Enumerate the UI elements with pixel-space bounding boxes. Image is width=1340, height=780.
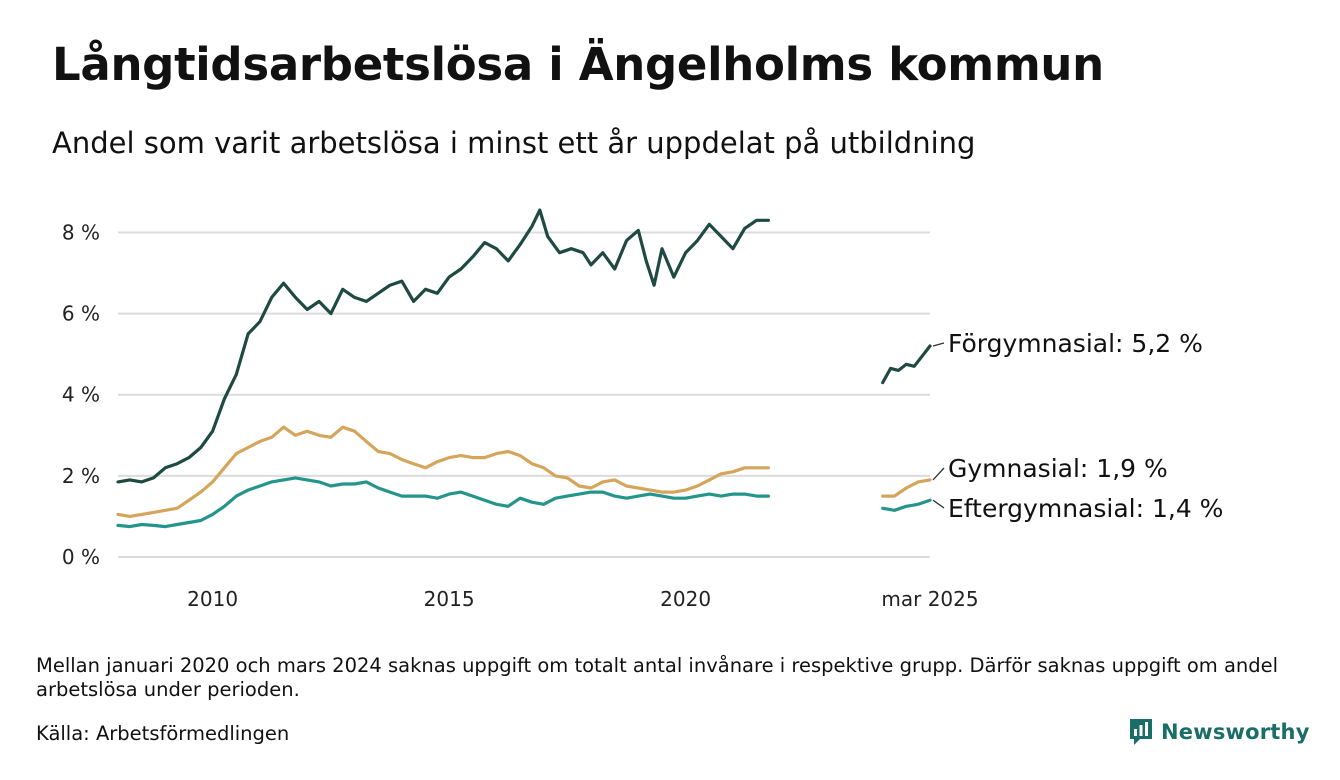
x-tick-label: 2020 bbox=[660, 587, 711, 611]
footnote: Mellan januari 2020 och mars 2024 saknas… bbox=[36, 654, 1279, 701]
y-tick-label: 6 % bbox=[62, 302, 100, 326]
x-tick-label: 2010 bbox=[187, 587, 238, 611]
source-credit: Källa: Arbetsförmedlingen bbox=[36, 722, 290, 745]
series-line-f-rgymnasial bbox=[116, 208, 770, 484]
series-label-f-rgymnasial: Förgymnasial: 5,2 % bbox=[948, 329, 1203, 358]
y-axis-ticks: 0 % 2 % 4 % 6 % 8 % bbox=[62, 220, 100, 569]
series-lines bbox=[116, 208, 932, 529]
series-label-gymnasial: Gymnasial: 1,9 % bbox=[948, 454, 1168, 483]
series-line-eftergymnasial bbox=[881, 498, 932, 512]
series-line-eftergymnasial bbox=[116, 476, 770, 529]
series-line-gymnasial bbox=[881, 478, 932, 498]
y-tick-label: 0 % bbox=[62, 545, 100, 569]
y-tick-label: 8 % bbox=[62, 220, 100, 244]
label-leader-line bbox=[932, 467, 945, 481]
series-label-eftergymnasial: Eftergymnasial: 1,4 % bbox=[948, 494, 1223, 523]
newsworthy-logo-icon bbox=[1130, 719, 1152, 745]
brand-logo[interactable]: Newsworthy bbox=[1128, 716, 1310, 748]
line-chart: 0 % 2 % 4 % 6 % 8 % 2010 2015 2020 mar 2025 För… bbox=[62, 208, 1223, 611]
x-tick-label: 2015 bbox=[424, 587, 475, 611]
chart-title: Långtidsarbetslösa i Ängelholms kommun bbox=[52, 38, 1104, 91]
series-line-gymnasial bbox=[116, 425, 770, 518]
x-axis-ticks: 2010 2015 2020 mar 2025 bbox=[187, 587, 978, 611]
series-line-f-rgymnasial bbox=[881, 344, 932, 385]
brand-name: Newsworthy bbox=[1161, 720, 1310, 744]
chart-subtitle: Andel som varit arbetslösa i minst ett å… bbox=[52, 126, 976, 160]
y-tick-label: 2 % bbox=[62, 464, 100, 488]
gridlines bbox=[118, 231, 930, 558]
series-end-labels: Förgymnasial: 5,2 % Gymnasial: 1,9 % Efter… bbox=[932, 329, 1223, 523]
y-tick-label: 4 % bbox=[62, 383, 100, 407]
x-tick-label: mar 2025 bbox=[881, 587, 978, 611]
label-leader-line bbox=[932, 342, 945, 347]
label-leader-line bbox=[932, 499, 945, 509]
